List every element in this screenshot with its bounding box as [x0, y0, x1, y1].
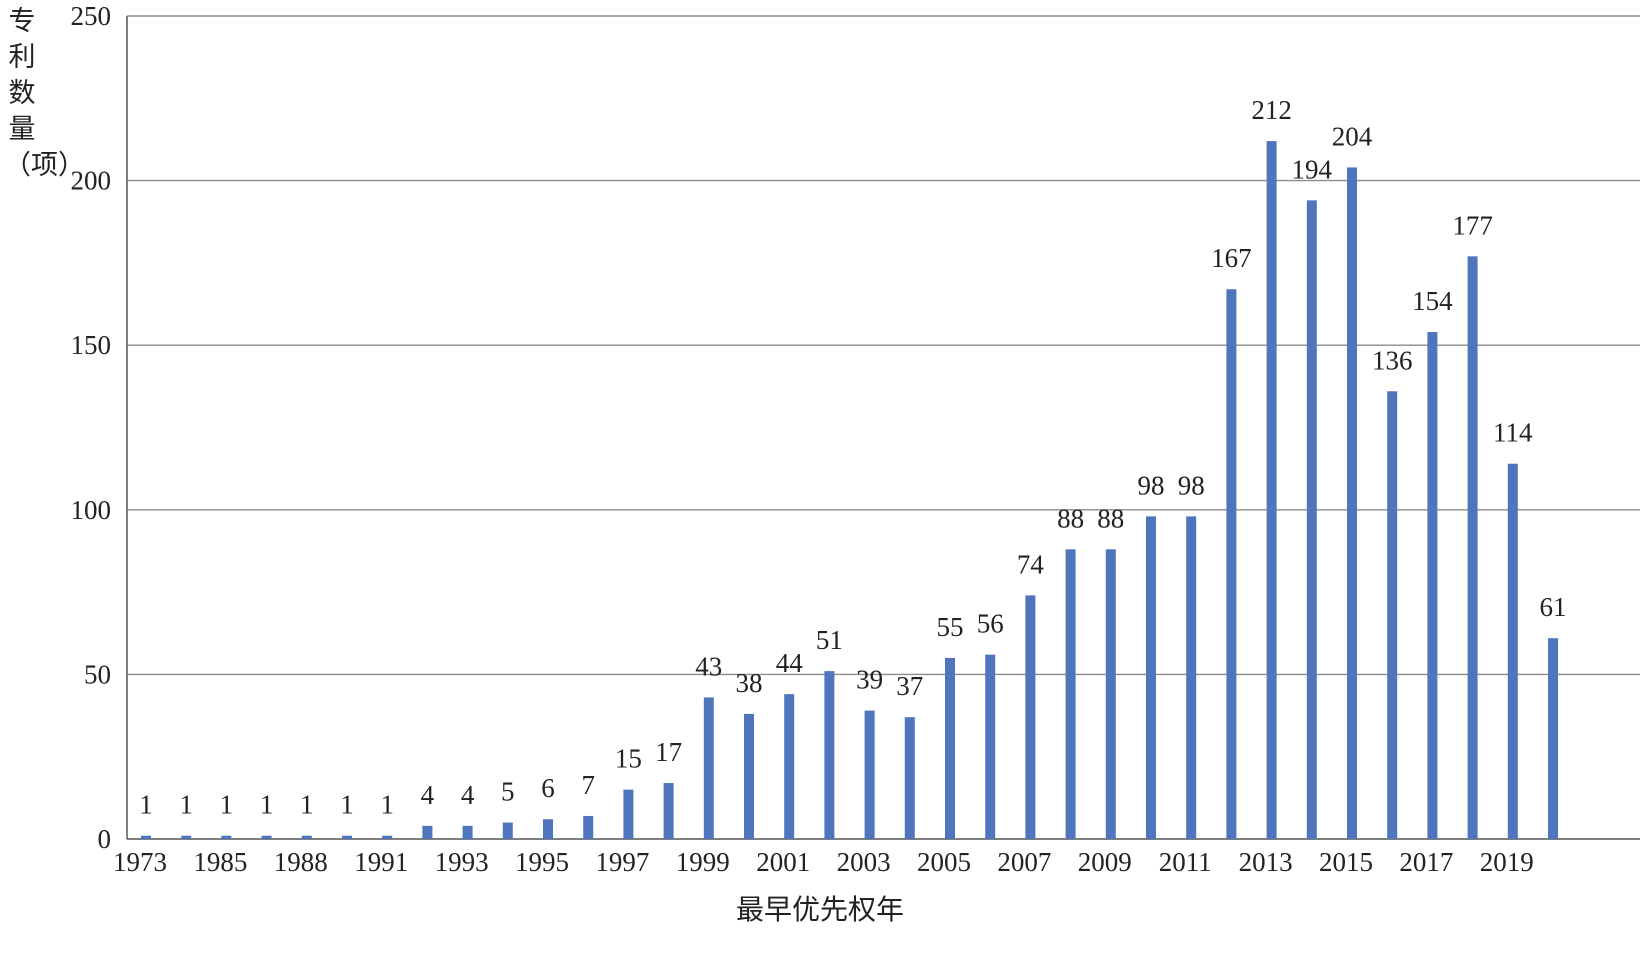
bar [1467, 256, 1478, 839]
data-label: 136 [1372, 345, 1413, 375]
bar [623, 789, 634, 839]
bar [543, 819, 553, 839]
data-label: 38 [736, 668, 763, 698]
data-label: 17 [655, 737, 682, 767]
bar [1226, 289, 1237, 840]
data-label: 177 [1452, 210, 1493, 240]
x-axis-label: 最早优先权年 [735, 893, 904, 926]
bar [1548, 638, 1558, 839]
bar [382, 835, 393, 839]
x-tick-label: 2013 [1239, 847, 1293, 877]
data-label: 167 [1211, 243, 1252, 273]
x-tick-label: 2001 [756, 847, 810, 877]
bar [1065, 549, 1076, 839]
x-tick-label: 2015 [1319, 847, 1373, 877]
bar [703, 697, 714, 839]
data-label: 43 [695, 651, 722, 681]
y-tick-label: 150 [71, 330, 112, 360]
data-label: 154 [1412, 286, 1453, 316]
y-tick-label: 100 [71, 495, 112, 525]
bar [141, 835, 151, 839]
bar [1427, 332, 1438, 839]
data-label: 194 [1292, 154, 1333, 184]
x-tick-label: 1995 [515, 847, 569, 877]
x-tick-label: 2017 [1399, 847, 1453, 877]
bar [181, 835, 192, 839]
data-label: 98 [1138, 470, 1165, 500]
bar [1105, 549, 1116, 839]
bar [1306, 200, 1317, 840]
data-label: 74 [1017, 549, 1045, 579]
bar [342, 835, 352, 839]
bar [462, 825, 473, 839]
data-label: 51 [816, 625, 843, 655]
data-label: 1 [139, 790, 153, 820]
data-label: 61 [1540, 592, 1567, 622]
bar [663, 783, 674, 839]
bar [1186, 516, 1197, 839]
x-tick-label: 2005 [917, 847, 971, 877]
bar [502, 822, 513, 839]
bar [301, 835, 312, 839]
y-tick-label: 250 [71, 1, 112, 31]
data-label: 4 [421, 780, 435, 810]
data-label: 4 [461, 780, 475, 810]
y-axis-label: 专利数量（项） [4, 6, 85, 181]
bar [784, 694, 795, 839]
x-tick-label: 1985 [193, 847, 247, 877]
data-label: 1 [340, 790, 354, 820]
data-label: 55 [937, 612, 964, 642]
x-tick-label: 1991 [354, 847, 408, 877]
x-tick-label: 1973 [113, 847, 167, 877]
data-label: 5 [501, 777, 515, 807]
data-label: 56 [977, 609, 1004, 639]
x-tick-label: 2009 [1078, 847, 1132, 877]
y-tick-label: 200 [71, 166, 112, 196]
x-tick-label: 1997 [595, 847, 649, 877]
y-tick-label: 50 [84, 659, 111, 689]
data-label: 212 [1251, 95, 1292, 125]
y-tick-label: 0 [98, 824, 112, 854]
bar [261, 835, 272, 839]
bar [744, 713, 754, 839]
data-label: 88 [1057, 503, 1084, 533]
data-label: 1 [179, 790, 193, 820]
x-tick-label: 1999 [676, 847, 730, 877]
data-label: 15 [615, 744, 642, 774]
bar [1387, 391, 1398, 839]
bar [1025, 595, 1036, 839]
bar [221, 835, 232, 839]
bar [1146, 516, 1156, 839]
x-tick-label: 2007 [997, 847, 1051, 877]
data-label: 1 [380, 790, 394, 820]
x-tick-label: 1988 [274, 847, 328, 877]
data-label: 37 [896, 671, 923, 701]
data-label: 98 [1178, 470, 1205, 500]
x-tick-label: 1993 [435, 847, 489, 877]
bar [583, 815, 594, 839]
data-label: 1 [260, 790, 274, 820]
bar [1507, 463, 1518, 839]
data-label: 39 [856, 665, 883, 695]
data-label: 204 [1332, 121, 1373, 151]
bar [904, 717, 915, 839]
bar [1266, 141, 1277, 839]
x-tick-label: 2003 [837, 847, 891, 877]
bar [945, 657, 955, 839]
data-label: 1 [220, 790, 234, 820]
bar [864, 710, 875, 839]
bar [1347, 167, 1357, 839]
data-label: 114 [1493, 418, 1533, 448]
data-label: 44 [776, 648, 804, 678]
x-tick-label: 2019 [1480, 847, 1534, 877]
bar [824, 671, 835, 839]
data-label: 1 [300, 790, 314, 820]
x-tick-label: 2011 [1159, 847, 1212, 877]
bar [422, 825, 433, 839]
data-label: 88 [1097, 503, 1124, 533]
bar [985, 654, 996, 839]
data-label: 6 [541, 773, 555, 803]
data-label: 7 [581, 770, 595, 800]
